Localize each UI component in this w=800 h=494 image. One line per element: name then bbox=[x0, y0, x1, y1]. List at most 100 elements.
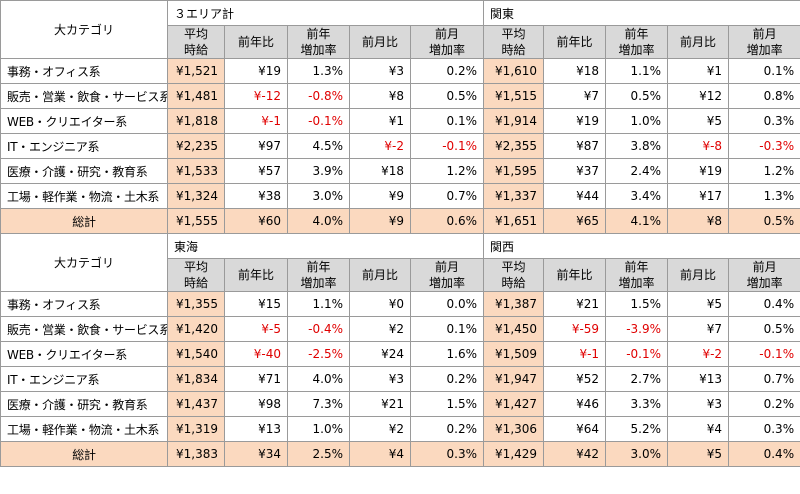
mom-rate-cell: 1.2% bbox=[728, 158, 800, 184]
mom-rate-cell: -0.1% bbox=[409, 133, 485, 159]
mom-cell: ¥13 bbox=[667, 366, 730, 392]
mom-cell: ¥12 bbox=[667, 83, 730, 109]
yoy-cell: ¥64 bbox=[543, 416, 607, 442]
mom-cell: ¥1 bbox=[349, 108, 411, 134]
mom-rate-cell: 0.3% bbox=[409, 441, 485, 467]
table-row: 事務・オフィス系 ¥1,521 ¥19 1.3% ¥3 0.2% ¥1,610 ¥18 1.1%… bbox=[0, 58, 800, 84]
yoy-rate-cell: 2.5% bbox=[287, 441, 350, 467]
mom-rate-cell: 1.6% bbox=[409, 341, 485, 367]
header-line: 前年 bbox=[624, 260, 649, 274]
yoy-rate-cell: 1.0% bbox=[287, 416, 350, 442]
category-label: IT・エンジニア系 bbox=[0, 366, 168, 392]
category-column-header: 大カテゴリ bbox=[0, 233, 168, 292]
avg-wage-cell: ¥1,947 bbox=[483, 366, 545, 392]
mom-rate-cell: 0.2% bbox=[409, 416, 485, 442]
yoy-cell: ¥7 bbox=[543, 83, 607, 109]
yoy-cell: ¥-1 bbox=[224, 108, 288, 134]
mom-rate-cell: 0.1% bbox=[409, 108, 485, 134]
yoy-cell: ¥46 bbox=[543, 391, 607, 417]
category-label: 工場・軽作業・物流・土木系 bbox=[0, 183, 168, 209]
yoy-cell: ¥15 bbox=[224, 291, 288, 317]
avg-wage-cell: ¥1,521 bbox=[167, 58, 225, 84]
table-row: 工場・軽作業・物流・土木系 ¥1,319 ¥13 1.0% ¥2 0.2% ¥1,306 ¥6… bbox=[0, 416, 800, 442]
header-line: 前年 bbox=[306, 260, 331, 274]
table-row: WEB・クリエイター系 ¥1,818 ¥-1 -0.1% ¥1 0.1% ¥1,914 ¥19… bbox=[0, 108, 800, 134]
column-header-mom-rate: 前月 増加率 bbox=[728, 258, 800, 292]
table-row: WEB・クリエイター系 ¥1,540 ¥-40 -2.5% ¥24 1.6% ¥1,509 ¥… bbox=[0, 341, 800, 367]
category-label: 事務・オフィス系 bbox=[0, 291, 168, 317]
yoy-rate-cell: -2.5% bbox=[287, 341, 350, 367]
column-header-avg-wage: 平均 時給 bbox=[167, 258, 225, 292]
yoy-cell: ¥65 bbox=[543, 208, 607, 234]
yoy-rate-cell: 5.2% bbox=[605, 416, 669, 442]
column-header-mom: 前月比 bbox=[667, 258, 730, 292]
yoy-rate-cell: 2.4% bbox=[605, 158, 669, 184]
avg-wage-cell: ¥2,235 bbox=[167, 133, 225, 159]
yoy-rate-cell: -0.1% bbox=[287, 108, 350, 134]
mom-rate-cell: 0.0% bbox=[409, 291, 485, 317]
avg-wage-cell: ¥1,515 bbox=[483, 83, 545, 109]
yoy-cell: ¥38 bbox=[224, 183, 288, 209]
yoy-cell: ¥21 bbox=[543, 291, 607, 317]
avg-wage-cell: ¥1,427 bbox=[483, 391, 545, 417]
yoy-rate-cell: -3.9% bbox=[605, 316, 669, 342]
avg-wage-cell: ¥1,355 bbox=[167, 291, 225, 317]
yoy-rate-cell: 1.1% bbox=[605, 58, 669, 84]
yoy-cell: ¥-59 bbox=[543, 316, 607, 342]
avg-wage-cell: ¥2,355 bbox=[483, 133, 545, 159]
yoy-rate-cell: -0.8% bbox=[287, 83, 350, 109]
mom-cell: ¥9 bbox=[349, 183, 411, 209]
yoy-rate-cell: 1.1% bbox=[287, 291, 350, 317]
yoy-cell: ¥18 bbox=[543, 58, 607, 84]
yoy-cell: ¥-5 bbox=[224, 316, 288, 342]
column-header-row: 平均 時給 前年比 前年 増加率 前月比 前月 増加率 平均 時給 前年比 前年 増加率 前月比 前月 増加率 bbox=[1, 258, 800, 292]
column-header-yoy: 前年比 bbox=[224, 25, 288, 59]
header-line: 前年 bbox=[306, 27, 331, 41]
yoy-rate-cell: 3.8% bbox=[605, 133, 669, 159]
mom-rate-cell: 0.2% bbox=[728, 391, 800, 417]
mom-rate-cell: 1.2% bbox=[409, 158, 485, 184]
header-line: 平均 bbox=[501, 27, 526, 41]
yoy-cell: ¥34 bbox=[224, 441, 288, 467]
header-line: 増加率 bbox=[618, 276, 655, 290]
mom-cell: ¥8 bbox=[667, 208, 730, 234]
mom-rate-cell: 0.3% bbox=[728, 416, 800, 442]
yoy-cell: ¥19 bbox=[224, 58, 288, 84]
table-row: 販売・営業・飲食・サービス系 ¥1,420 ¥-5 -0.4% ¥2 0.1% ¥1,450… bbox=[0, 316, 800, 342]
table-row: IT・エンジニア系 ¥2,235 ¥97 4.5% ¥-2 -0.1% ¥2,355 ¥87 3… bbox=[0, 133, 800, 159]
header-line: 前月 bbox=[435, 27, 460, 41]
yoy-rate-cell: 1.5% bbox=[605, 291, 669, 317]
yoy-cell: ¥60 bbox=[224, 208, 288, 234]
yoy-rate-cell: 3.0% bbox=[287, 183, 350, 209]
mom-cell: ¥3 bbox=[667, 391, 730, 417]
category-label: 販売・営業・飲食・サービス系 bbox=[0, 83, 168, 109]
yoy-rate-cell: 2.7% bbox=[605, 366, 669, 392]
table-body: 大カテゴリ ３エリア計 関東 平均 時給 前年比 前年 増加率 前月比 前月 増加率 平均 時給 前年比前… bbox=[0, 0, 800, 467]
yoy-cell: ¥97 bbox=[224, 133, 288, 159]
avg-wage-cell: ¥1,337 bbox=[483, 183, 545, 209]
mom-rate-cell: 0.5% bbox=[728, 316, 800, 342]
wage-table: 大カテゴリ ３エリア計 関東 平均 時給 前年比 前年 増加率 前月比 前月 増加率 平均 時給 前年比前… bbox=[0, 0, 800, 467]
avg-wage-cell: ¥1,540 bbox=[167, 341, 225, 367]
header-line: 前月 bbox=[435, 260, 460, 274]
mom-cell: ¥24 bbox=[349, 341, 411, 367]
avg-wage-cell: ¥1,555 bbox=[167, 208, 225, 234]
avg-wage-cell: ¥1,914 bbox=[483, 108, 545, 134]
avg-wage-cell: ¥1,509 bbox=[483, 341, 545, 367]
avg-wage-cell: ¥1,420 bbox=[167, 316, 225, 342]
avg-wage-cell: ¥1,324 bbox=[167, 183, 225, 209]
header-line: 増加率 bbox=[429, 276, 466, 290]
mom-cell: ¥5 bbox=[667, 291, 730, 317]
mom-rate-cell: 0.8% bbox=[728, 83, 800, 109]
category-label: 販売・営業・飲食・サービス系 bbox=[0, 316, 168, 342]
avg-wage-cell: ¥1,319 bbox=[167, 416, 225, 442]
category-label: 事務・オフィス系 bbox=[0, 58, 168, 84]
table-row: 工場・軽作業・物流・土木系 ¥1,324 ¥38 3.0% ¥9 0.7% ¥1,337 ¥4… bbox=[0, 183, 800, 209]
region-header-row: 大カテゴリ 東海 関西 bbox=[0, 233, 800, 292]
mom-rate-cell: 0.5% bbox=[409, 83, 485, 109]
yoy-cell: ¥19 bbox=[543, 108, 607, 134]
yoy-rate-cell: 4.1% bbox=[605, 208, 669, 234]
avg-wage-cell: ¥1,818 bbox=[167, 108, 225, 134]
header-line: 前月 bbox=[752, 27, 777, 41]
header-line: 増加率 bbox=[746, 276, 783, 290]
